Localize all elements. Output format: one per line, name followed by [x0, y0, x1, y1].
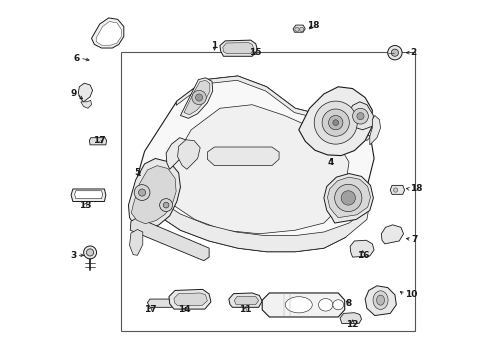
Text: 9: 9 [70, 89, 76, 98]
Text: 12: 12 [346, 320, 359, 329]
Polygon shape [137, 76, 374, 252]
Polygon shape [71, 189, 106, 202]
Polygon shape [129, 229, 143, 255]
Circle shape [295, 27, 299, 32]
Bar [122, 51, 416, 330]
Polygon shape [177, 140, 200, 169]
Polygon shape [293, 25, 305, 32]
Polygon shape [324, 174, 373, 223]
Circle shape [329, 116, 343, 130]
Circle shape [388, 45, 402, 60]
Polygon shape [130, 218, 209, 261]
Polygon shape [163, 105, 349, 234]
Circle shape [314, 101, 357, 144]
Circle shape [393, 188, 398, 192]
Circle shape [392, 49, 398, 56]
Polygon shape [128, 158, 180, 230]
Text: 18: 18 [410, 184, 422, 193]
Text: 18: 18 [307, 21, 319, 30]
Polygon shape [229, 293, 262, 307]
Text: 3: 3 [70, 251, 76, 260]
Polygon shape [81, 100, 92, 108]
Polygon shape [327, 177, 370, 218]
Polygon shape [174, 293, 207, 306]
Circle shape [139, 189, 146, 196]
Text: 17: 17 [144, 305, 156, 314]
Polygon shape [147, 299, 174, 307]
Circle shape [335, 184, 362, 212]
Polygon shape [176, 76, 370, 140]
Text: 6: 6 [74, 54, 80, 63]
Polygon shape [184, 80, 210, 115]
Polygon shape [390, 185, 405, 194]
Polygon shape [207, 147, 279, 166]
Circle shape [87, 249, 94, 256]
Polygon shape [365, 286, 396, 316]
Text: 15: 15 [249, 48, 262, 57]
Circle shape [299, 27, 304, 32]
Polygon shape [381, 225, 403, 244]
Circle shape [341, 191, 355, 205]
Text: 2: 2 [410, 48, 416, 57]
Circle shape [192, 90, 206, 105]
Polygon shape [299, 87, 372, 156]
Polygon shape [166, 138, 190, 169]
Polygon shape [131, 166, 176, 224]
Polygon shape [74, 191, 102, 199]
Text: 7: 7 [412, 235, 418, 244]
Circle shape [84, 246, 97, 259]
Polygon shape [143, 185, 368, 252]
Polygon shape [262, 293, 344, 317]
Text: 5: 5 [134, 168, 141, 177]
Text: 8: 8 [346, 299, 352, 308]
Text: 17: 17 [94, 136, 106, 145]
Text: 4: 4 [328, 158, 334, 167]
Polygon shape [370, 116, 381, 145]
Circle shape [353, 108, 368, 124]
Ellipse shape [333, 300, 343, 310]
Ellipse shape [285, 297, 312, 313]
Circle shape [322, 109, 349, 136]
Ellipse shape [373, 291, 388, 310]
Circle shape [357, 113, 364, 120]
Ellipse shape [377, 295, 385, 305]
Text: 1: 1 [211, 41, 218, 50]
Polygon shape [350, 240, 374, 257]
Polygon shape [89, 138, 107, 145]
Circle shape [196, 94, 203, 101]
Polygon shape [169, 289, 211, 309]
Ellipse shape [318, 298, 333, 311]
Circle shape [134, 185, 150, 201]
Text: 11: 11 [239, 305, 251, 314]
Text: 10: 10 [405, 290, 417, 299]
Text: 16: 16 [357, 251, 369, 260]
Text: 13: 13 [79, 201, 92, 210]
Polygon shape [234, 297, 259, 305]
Polygon shape [96, 22, 122, 45]
Polygon shape [349, 102, 373, 130]
Text: 14: 14 [178, 305, 190, 314]
Polygon shape [180, 78, 213, 118]
Circle shape [160, 199, 172, 212]
Polygon shape [340, 313, 362, 323]
Circle shape [333, 120, 339, 126]
Polygon shape [223, 42, 254, 54]
Polygon shape [78, 83, 93, 102]
Polygon shape [92, 18, 124, 48]
Polygon shape [220, 40, 258, 56]
Circle shape [163, 202, 169, 208]
